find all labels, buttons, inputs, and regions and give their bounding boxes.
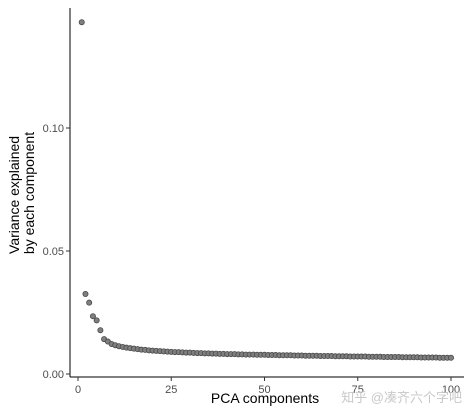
data-point xyxy=(78,19,85,26)
y-axis-title-line-2: by each component xyxy=(21,132,37,254)
x-tick-label: 0 xyxy=(75,384,81,396)
data-point xyxy=(86,299,93,306)
x-axis-title: PCA components xyxy=(211,390,319,406)
y-tick-label: 0.10 xyxy=(43,123,64,135)
data-points-group xyxy=(78,19,454,361)
axes-group: 0 25 50 75 100 0.00 0.05 0.10 xyxy=(43,8,464,396)
y-tick-label: 0.00 xyxy=(43,369,64,381)
x-tick-label: 25 xyxy=(165,384,177,396)
x-tick-label: 50 xyxy=(258,384,270,396)
y-tick-label: 0.05 xyxy=(43,246,64,258)
data-point xyxy=(82,291,89,298)
data-point xyxy=(447,354,454,361)
watermark-text: 知乎 @凑齐六个字吧 xyxy=(341,390,462,405)
data-point xyxy=(89,313,96,320)
y-axis-title-line-1: Variance explained xyxy=(6,136,22,254)
x-tick-label: 100 xyxy=(442,384,460,396)
y-axis-title: Variance explained by each component xyxy=(6,132,37,254)
data-point xyxy=(97,327,104,334)
x-tick-label: 75 xyxy=(352,384,364,396)
data-point xyxy=(93,317,100,324)
